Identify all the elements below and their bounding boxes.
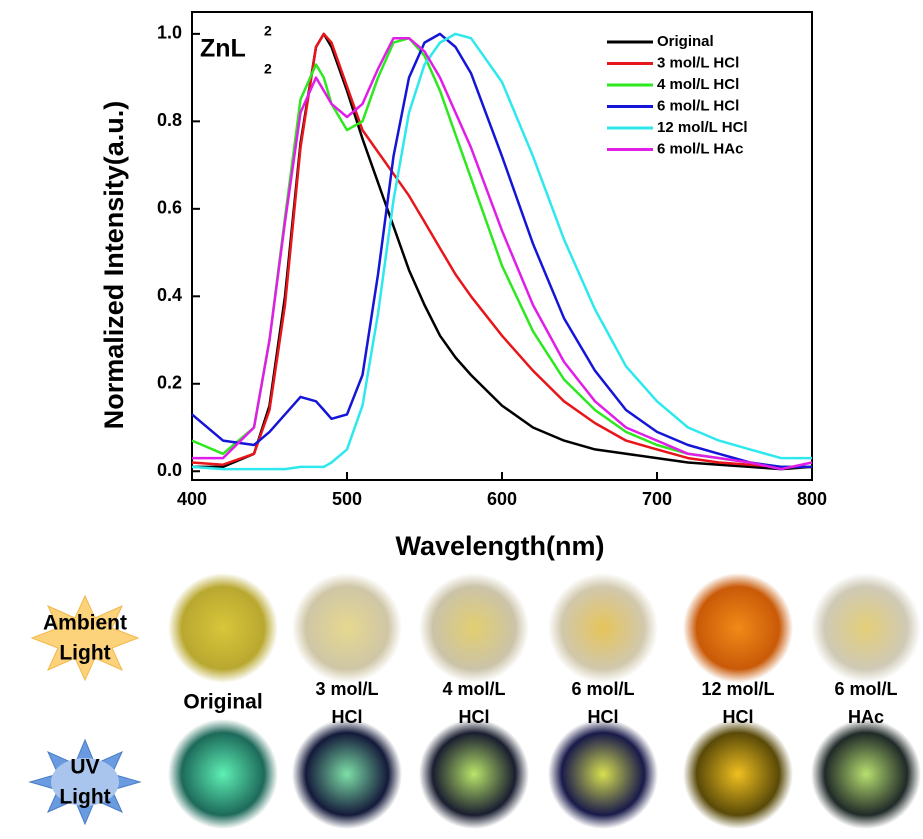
- legend-label: Original: [657, 33, 714, 50]
- legend-label: 6 mol/L HCl: [657, 97, 739, 114]
- x-tick-label: 400: [177, 489, 207, 509]
- ambient-label: Ambient: [43, 612, 127, 635]
- y-tick-label: 0.8: [157, 110, 182, 130]
- y-tick-label: 0.6: [157, 198, 182, 218]
- legend-label: 4 mol/L HCl: [657, 76, 739, 93]
- uv-photo: [419, 719, 529, 829]
- sample-label: 4 mol/L: [442, 679, 505, 699]
- ambient-photo: [419, 573, 529, 683]
- x-axis-title: Wavelength(nm): [396, 531, 605, 561]
- legend-label: 6 mol/L HAc: [657, 140, 743, 157]
- uv-label: Light: [59, 786, 110, 809]
- annotation: ZnL: [200, 35, 246, 63]
- x-tick-label: 600: [487, 489, 517, 509]
- y-tick-label: 0.0: [157, 460, 182, 480]
- uv-photo: [683, 719, 793, 829]
- uv-photo: [811, 719, 921, 829]
- legend-label: 3 mol/L HCl: [657, 54, 739, 71]
- ambient-photo: [548, 573, 658, 683]
- annotation-sup: 2: [264, 23, 272, 39]
- x-tick-label: 500: [332, 489, 362, 509]
- sample-label: HCl: [723, 707, 754, 727]
- ambient-photo: [168, 573, 278, 683]
- legend-label: 12 mol/L HCl: [657, 119, 748, 136]
- ambient-star: [32, 596, 138, 680]
- ambient-photo: [683, 573, 793, 683]
- y-axis-title: Normalized Intensity(a.u.): [99, 101, 129, 430]
- ambient-label: Light: [59, 642, 110, 665]
- uv-photo: [168, 719, 278, 829]
- ambient-photo: [292, 573, 402, 683]
- sample-label: 6 mol/L: [834, 679, 897, 699]
- sample-label: 3 mol/L: [315, 679, 378, 699]
- sample-label: 12 mol/L: [701, 679, 774, 699]
- figure: ZnL 2 2 Wavelength(nm) Normalized Intens…: [0, 0, 923, 834]
- ambient-photo: [811, 573, 921, 683]
- sample-label: HCl: [588, 707, 619, 727]
- annotation-sub: 2: [264, 61, 272, 77]
- sample-label: HCl: [459, 707, 490, 727]
- y-tick-label: 1.0: [157, 23, 182, 43]
- uv-label: UV: [70, 756, 99, 779]
- sample-label: Original: [183, 691, 262, 714]
- x-tick-label: 700: [642, 489, 672, 509]
- y-tick-label: 0.4: [157, 285, 182, 305]
- sample-label: HAc: [848, 707, 884, 727]
- sample-label: HCl: [332, 707, 363, 727]
- x-tick-label: 800: [797, 489, 827, 509]
- uv-photo: [292, 719, 402, 829]
- uv-photo: [548, 719, 658, 829]
- sample-label: 6 mol/L: [571, 679, 634, 699]
- y-tick-label: 0.2: [157, 373, 182, 393]
